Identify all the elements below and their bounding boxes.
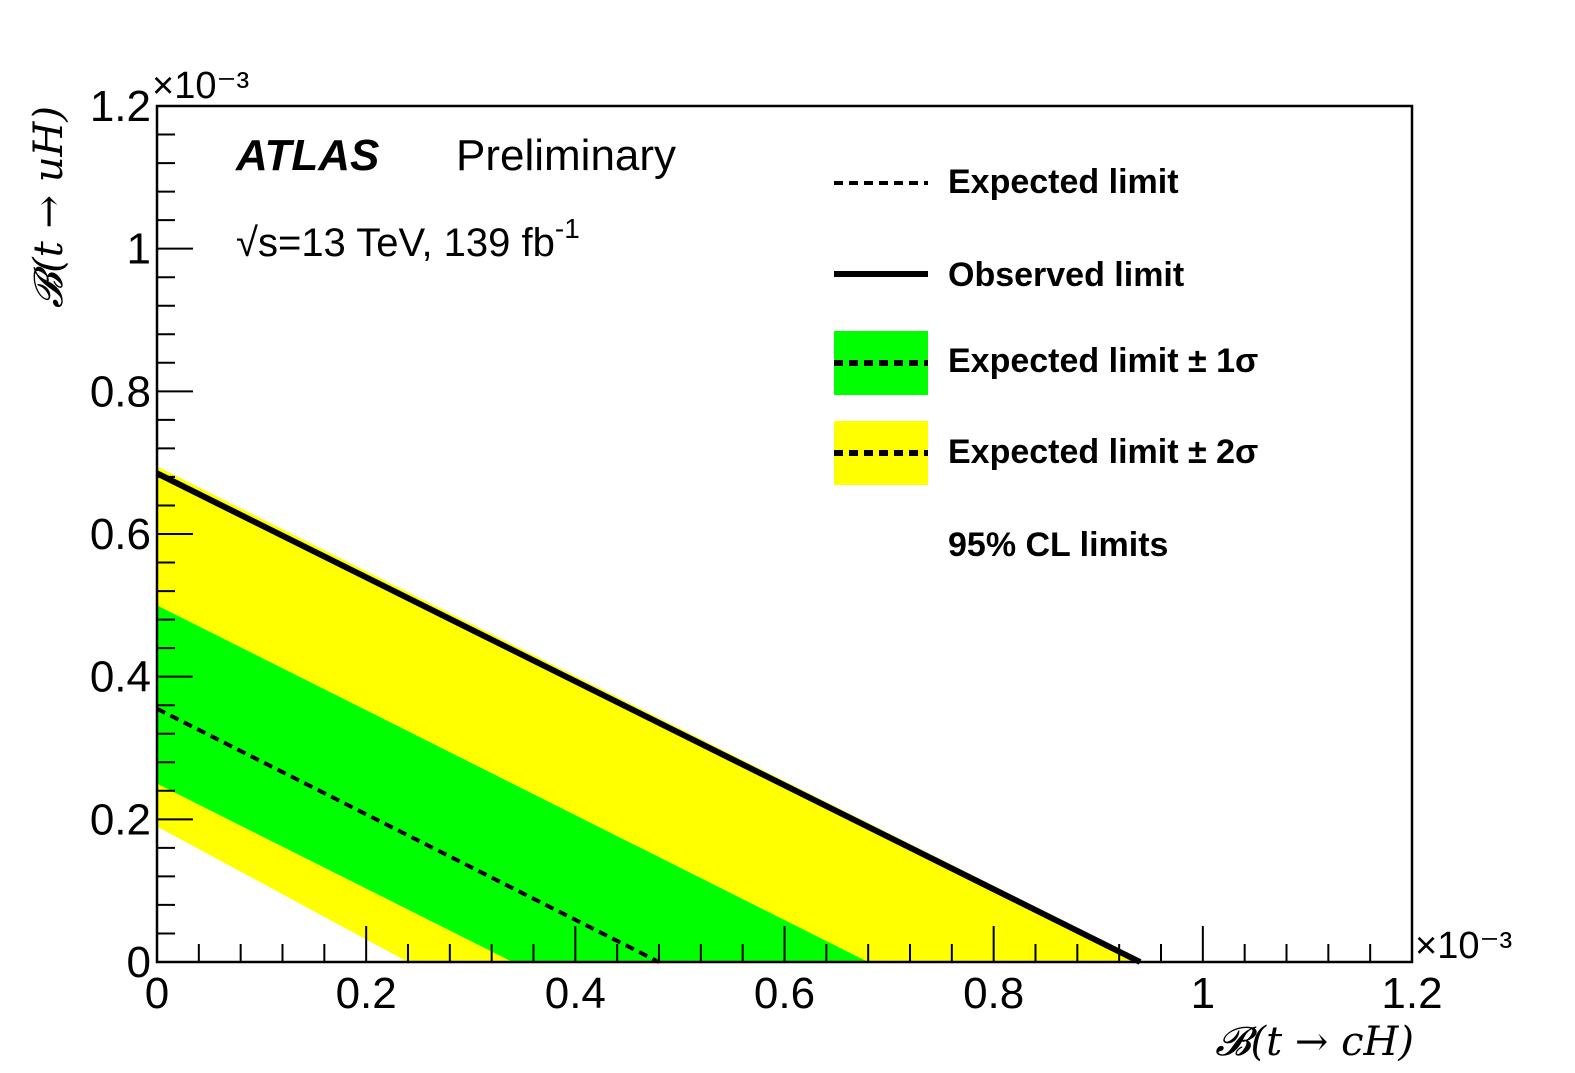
energy-text: s=13 TeV, 139 fb bbox=[258, 221, 555, 265]
energy-lumi-label: √s=13 TeV, 139 fb-1 bbox=[236, 213, 580, 265]
x-tick-label: 0.8 bbox=[963, 969, 1024, 1018]
legend-label-expected: Expected limit bbox=[948, 163, 1179, 201]
y-exponent: ×10⁻³ bbox=[152, 65, 249, 107]
y-tick-label: 0 bbox=[127, 938, 151, 987]
y-tick-label: 0.6 bbox=[90, 510, 151, 559]
x-axis-title: 𝓑(t → cH) bbox=[1215, 1019, 1414, 1065]
y-tick-label: 0.8 bbox=[90, 367, 151, 416]
lumi-exponent: -1 bbox=[555, 213, 580, 244]
x-tick-label: 0.4 bbox=[545, 969, 606, 1018]
y-tick-label: 1 bbox=[127, 225, 151, 274]
x-tick-label: 0.6 bbox=[754, 969, 815, 1018]
y-tick-label: 1.2 bbox=[90, 82, 151, 131]
x-tick-label: 0.2 bbox=[336, 969, 397, 1018]
tick-labels-layer: 0 0.2 0.4 0.6 0.8 1 1.2 0 0.2 0.4 0.6 0.8 1 1.2 bbox=[90, 82, 1443, 1018]
expected-limit-line bbox=[156, 706, 660, 964]
x-tick-label: 1 bbox=[1191, 969, 1215, 1018]
ticks-layer bbox=[156, 105, 1413, 963]
legend-note: 95% CL limits bbox=[948, 526, 1168, 564]
experiment-label: ATLAS bbox=[235, 131, 379, 180]
legend-label-2sigma: Expected limit ± 2σ bbox=[948, 433, 1258, 471]
legend-label-1sigma: Expected limit ± 1σ bbox=[948, 342, 1258, 380]
legend: Expected limit Observed limit Expected l… bbox=[834, 163, 1258, 564]
band-1sigma bbox=[157, 605, 869, 962]
y-tick-label: 0.4 bbox=[90, 653, 151, 702]
y-axis-title: 𝓑(t → uH) bbox=[26, 106, 72, 308]
observed-limit-line bbox=[155, 470, 1142, 965]
y-tick-label: 0.2 bbox=[90, 795, 151, 844]
lines-layer bbox=[155, 470, 1142, 965]
sqrt-symbol: √ bbox=[236, 221, 258, 265]
legend-label-observed: Observed limit bbox=[948, 256, 1184, 294]
status-label: Preliminary bbox=[456, 131, 676, 180]
x-exponent: ×10⁻³ bbox=[1415, 925, 1512, 967]
x-tick-label: 0 bbox=[145, 969, 169, 1018]
x-tick-label: 1.2 bbox=[1381, 969, 1442, 1018]
bands-layer bbox=[157, 466, 1146, 962]
